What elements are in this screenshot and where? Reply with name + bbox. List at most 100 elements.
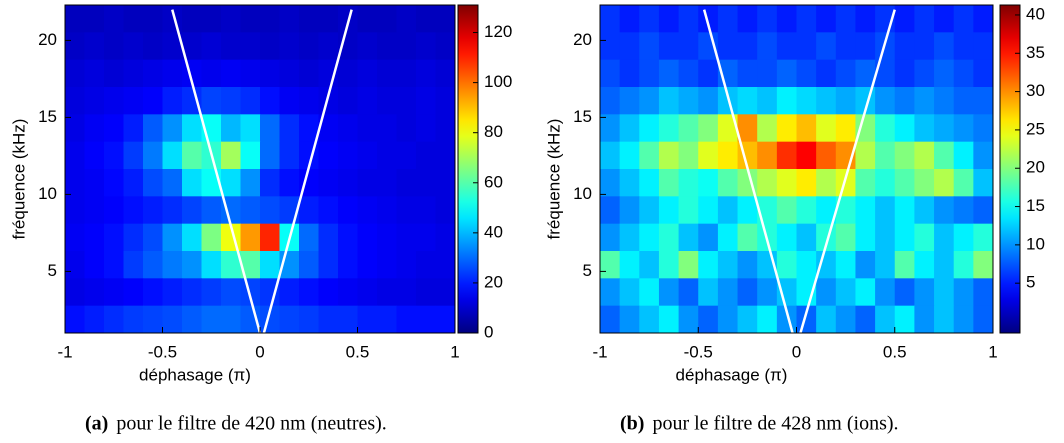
heat-cell — [65, 32, 85, 61]
heat-cell — [776, 169, 797, 197]
heat-cell — [894, 5, 915, 33]
x-tick-label: 1 — [450, 342, 459, 361]
heat-cell — [973, 32, 994, 61]
caption: pour le filtre de 420 nm (neutres). — [116, 413, 386, 435]
heat-cell — [123, 141, 144, 170]
heat-cell — [855, 305, 876, 334]
y-tick-label: 10 — [38, 184, 57, 203]
heat-cell — [855, 141, 876, 170]
heat-cell — [396, 32, 417, 61]
heat-cell — [240, 223, 261, 252]
heat-cell — [240, 114, 261, 143]
heat-cell — [84, 251, 105, 279]
heat-cell — [377, 305, 397, 334]
heat-cell — [123, 114, 144, 143]
x-tick-label: 0.5 — [346, 342, 370, 361]
heat-cell — [835, 59, 856, 88]
heat-cell — [104, 114, 124, 143]
heat-cell — [796, 141, 817, 170]
heat-cell — [757, 114, 778, 143]
heat-cell — [855, 32, 876, 61]
heat-cell — [816, 305, 837, 334]
heat-cell — [416, 5, 436, 33]
heat-cell — [953, 32, 974, 61]
heat-cell — [240, 141, 261, 170]
heat-cell — [299, 278, 319, 307]
heat-cell — [162, 32, 183, 61]
heat-cell — [914, 5, 935, 33]
heat-cell — [875, 87, 896, 115]
heat-cell — [835, 169, 856, 197]
heat-cell — [600, 169, 621, 197]
heat-cell — [737, 305, 758, 334]
heat-cell — [84, 305, 105, 334]
heat-cell — [953, 278, 974, 307]
heat-cell — [396, 169, 417, 197]
heat-cell — [757, 32, 778, 61]
heat-cell — [600, 305, 621, 334]
heat-cell — [894, 141, 915, 170]
y-tick-label: 20 — [573, 30, 592, 49]
heat-cell — [639, 169, 660, 197]
heat-cell — [619, 141, 640, 170]
heat-cell — [279, 305, 300, 334]
heat-cell — [416, 87, 436, 115]
y-tick-label: 15 — [573, 107, 592, 126]
heat-cell — [416, 114, 436, 143]
heat-cell — [973, 87, 994, 115]
colorbar — [457, 4, 479, 334]
heat-cell — [182, 5, 202, 33]
heat-cell — [416, 32, 436, 61]
heat-cell — [855, 278, 876, 307]
heat-cell — [953, 305, 974, 334]
heat-cell — [435, 196, 456, 225]
heat-cell — [678, 87, 699, 115]
heat-cell — [182, 251, 202, 279]
heat-cell — [357, 87, 378, 115]
heat-cell — [435, 59, 456, 88]
heat-cell — [698, 141, 719, 170]
heat-cell — [123, 196, 144, 225]
heat-cell — [182, 169, 202, 197]
heat-cell — [934, 169, 955, 197]
heat-cell — [934, 141, 955, 170]
heat-cell — [894, 305, 915, 334]
heat-cell — [796, 59, 817, 88]
heat-cell — [894, 223, 915, 252]
heat-cell — [84, 196, 105, 225]
heat-cell — [816, 114, 837, 143]
heat-cell — [338, 223, 358, 252]
heat-cell — [855, 59, 876, 88]
colorbar-tick-label: 30 — [1026, 81, 1045, 100]
heat-cell — [260, 223, 280, 252]
heat-cell — [65, 141, 85, 170]
colorbar-tick-label: 40 — [484, 222, 503, 241]
heat-cell — [279, 114, 300, 143]
heat-cell — [757, 305, 778, 334]
heat-cell — [435, 223, 456, 252]
heat-cell — [953, 141, 974, 170]
caption-label: (a) — [85, 413, 108, 435]
heat-cell — [600, 5, 621, 33]
heat-cell — [717, 196, 739, 225]
heat-cell — [600, 223, 621, 252]
heat-cell — [299, 196, 319, 225]
heat-cell — [796, 251, 817, 279]
heat-cell — [600, 196, 621, 225]
heat-cell — [619, 5, 640, 33]
colorbar-tick-label: 120 — [484, 22, 512, 41]
heat-cell — [698, 87, 719, 115]
heat-cell — [757, 141, 778, 170]
heat-cell — [123, 251, 144, 279]
heat-cell — [377, 169, 397, 197]
heat-cell — [973, 59, 994, 88]
heat-cell — [201, 278, 222, 307]
heat-cell — [318, 278, 339, 307]
heat-cell — [875, 114, 896, 143]
heat-cell — [123, 278, 144, 307]
heat-cell — [816, 196, 837, 225]
heat-cell — [279, 32, 300, 61]
heat-cell — [796, 223, 817, 252]
heat-cell — [678, 32, 699, 61]
heat-cell — [84, 278, 105, 307]
